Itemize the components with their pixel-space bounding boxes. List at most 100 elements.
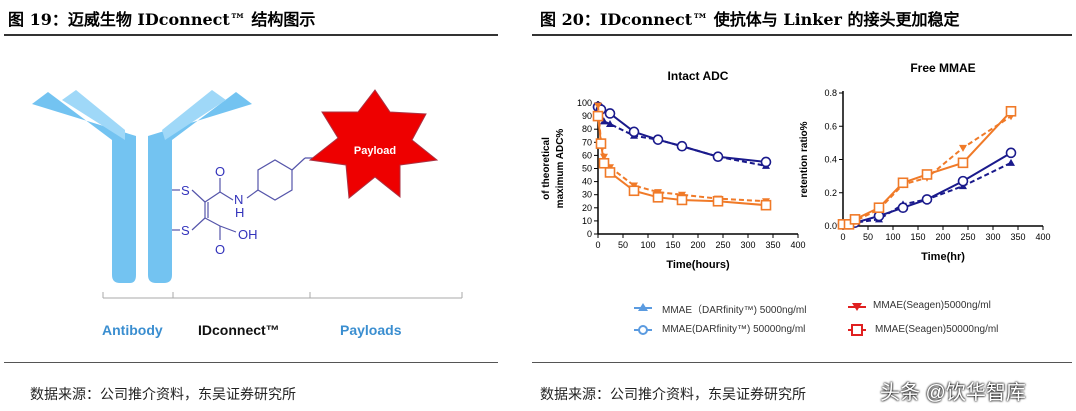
series-circle [837,147,1017,230]
figure-20-title: 图 20：IDconnect™ 使抗体与 Linker 的接头更加稳定 [540,10,960,29]
data-point [957,157,969,169]
data-point [595,138,607,149]
x-tick-label: 300 [985,232,1000,242]
figure-19-title: 图 19：迈威生物 IDconnect™ 结构图示 [8,10,316,29]
data-point [604,108,616,119]
y-tick-label: 0.2 [824,188,837,198]
payload-star [308,89,439,199]
y-tick-label: 20 [582,203,592,213]
x-tick-label: 100 [885,232,900,242]
x-tick-label: 250 [715,240,730,250]
data-point [628,126,640,138]
charts-area: Intact ADC Time(hours) of theoretical maxim… [541,61,1051,271]
legend-marker-square [848,324,866,336]
y-tick-label: 0.0 [824,221,837,231]
y-tick-label: 0.4 [824,155,837,165]
sulfur-atom: S [181,223,190,238]
x-tick-label: 350 [1010,232,1025,242]
x-tick-label: 150 [910,232,925,242]
data-point [676,140,688,152]
y-tick-label: 10 [582,216,592,226]
y-tick-label: 100 [577,98,592,108]
x-tick-label: 100 [640,240,655,250]
source-note: 数据来源：公司推介资料，东吴证券研究所 [540,387,806,403]
data-point [921,194,933,205]
x-tick-label: 200 [935,232,950,242]
legend: MMAE（DARfinity™) 5000ng/ml MMAE(DARfinit… [630,296,1050,346]
x-tick-label: 0 [840,232,845,242]
data-point [760,199,772,211]
idconnect-diagram: S S O N H OH O Payload [32,89,463,299]
divider [4,362,498,363]
payloads-label: Payloads [340,322,402,338]
x-axis-label: Time(hr) [921,251,965,263]
data-point [676,194,688,206]
divider [4,34,498,36]
x-tick-label: 50 [863,232,873,242]
series-square [837,105,1017,230]
x-tick-label: 400 [790,240,805,250]
nitrogen-atom: N [234,192,243,207]
data-point [959,144,967,152]
legend-marker-circle [634,325,652,335]
hydroxyl-group: OH [238,227,258,242]
data-point [1005,105,1017,117]
series-line [843,115,1012,226]
y-tick-label: 0.6 [824,121,837,131]
series-circle [592,101,772,168]
oxygen-atom: O [215,242,225,257]
section-ruler [102,292,463,299]
data-point [712,151,724,163]
series-square [592,110,772,211]
data-point [1007,158,1015,166]
y-tick-label: 90 [582,111,592,121]
y-tick-label: 60 [582,150,592,160]
y-axis-label: maximum ADC% [555,129,566,209]
series-line [597,105,767,203]
data-point [873,202,885,214]
y-tick-label: 40 [582,177,592,187]
x-tick-label: 50 [618,240,628,250]
data-point [849,214,861,225]
legend-entry: MMAE(Seagen)50000ng/ml [875,324,999,335]
data-point [606,119,614,127]
y-axis-label: of theoretical [541,137,552,200]
y-tick-label: 80 [582,124,592,134]
y-tick-label: 0.8 [824,88,837,98]
linker-structure [172,157,325,240]
chart-title: Intact ADC [668,69,729,83]
legend-entry: MMAE（DARfinity™) 5000ng/ml [662,305,807,316]
idconnect-label: IDconnect™ [198,322,280,338]
y-tick-label: 50 [582,164,592,174]
sulfur-atom: S [181,183,190,198]
legend-marker-down-triangle [848,303,866,311]
data-point [598,157,610,169]
watermark: 头条 @饮华智库 [880,382,1026,404]
y-tick-label: 30 [582,190,592,200]
x-axis-label: Time(hours) [666,259,730,271]
y-tick-label: 0 [587,229,592,239]
divider [532,34,1072,36]
chart-0: Intact ADC Time(hours) of theoretical maxim… [541,69,806,271]
data-point [897,177,909,189]
antibody-shape [32,90,252,283]
legend-entry: MMAE(DARfinity™) 50000ng/ml [662,324,806,335]
y-tick-label: 70 [582,137,592,147]
source-note: 数据来源：公司推介资料，东吴证券研究所 [30,387,296,403]
data-point [1005,147,1017,159]
series-down-triangle [594,102,770,206]
oxygen-atom: O [215,164,225,179]
series-line [597,106,767,167]
x-tick-label: 400 [1035,232,1050,242]
x-tick-label: 300 [740,240,755,250]
chart-1: Free MMAE Time(hr) retention ratio% 0 50 100 1… [799,61,1051,263]
data-point [600,117,608,125]
series-line [597,106,767,163]
data-point [897,202,909,214]
y-axis-label: retention ratio% [799,121,810,197]
x-tick-label: 250 [960,232,975,242]
data-point [921,169,933,180]
chart-title: Free MMAE [910,61,975,75]
data-point [594,102,602,110]
x-tick-label: 150 [665,240,680,250]
